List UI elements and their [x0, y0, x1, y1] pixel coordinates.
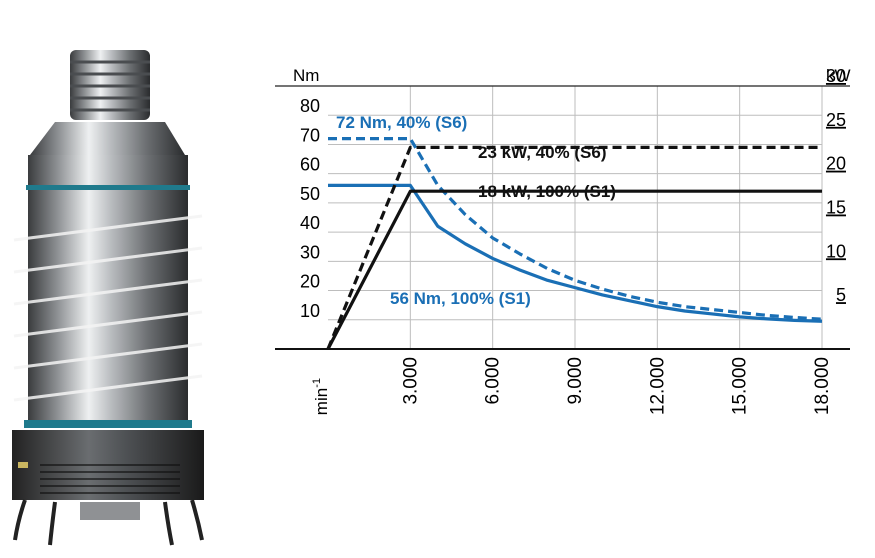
- x-tick-label-2: 9.000: [565, 357, 586, 405]
- y-right-tick-label-5: 30: [826, 66, 846, 86]
- annotation-2: 18 kW, 100% (S1): [478, 182, 616, 201]
- y-left-tick-label-3: 40: [300, 213, 320, 233]
- y-left-tick-label-6: 70: [300, 125, 320, 145]
- chart-series: [326, 137, 823, 350]
- y-axis-left-label: Nm: [293, 66, 319, 85]
- x-tick-label-0: 3.000: [400, 357, 421, 405]
- y-left-tick-label-1: 20: [300, 272, 320, 292]
- y-right-tick-label-4: 25: [826, 110, 846, 130]
- x-tick-label-4: 15.000: [730, 357, 751, 415]
- annotation-0: 72 Nm, 40% (S6): [336, 113, 467, 132]
- chart-annotations: 72 Nm, 40% (S6) 23 kW, 40% (S6) 18 kW, 100…: [336, 113, 616, 308]
- x-axis-label-superscript: -1: [311, 378, 323, 388]
- series-line-2: [326, 145, 822, 350]
- chart-grid: [328, 86, 823, 349]
- y-left-tick-label-7: 80: [300, 96, 320, 116]
- y-right-tick-label-1: 10: [826, 241, 846, 261]
- series-line-1: [328, 183, 823, 323]
- y-left-tick-label-5: 60: [300, 155, 320, 175]
- annotation-1: 23 kW, 40% (S6): [478, 143, 607, 162]
- x-tick-label-1: 6.000: [483, 357, 504, 405]
- y-left-tick-label-2: 30: [300, 242, 320, 262]
- chart-axes: [275, 85, 850, 350]
- y-left-tick-label-0: 10: [300, 301, 320, 321]
- motor-spindle-photo: [12, 50, 204, 546]
- x-tick-label-3: 12.000: [647, 357, 668, 415]
- y-right-tick-label-3: 20: [826, 154, 846, 174]
- svg-text:min-1: min-1: [311, 378, 331, 415]
- series-line-0: [328, 137, 823, 321]
- series-line-3: [326, 189, 822, 350]
- y-right-tick-label-0: 5: [836, 285, 846, 305]
- annotation-3: 56 Nm, 100% (S1): [390, 289, 531, 308]
- x-axis-label: min-1: [311, 378, 331, 415]
- y-axis-right-label: kW: [826, 66, 851, 85]
- x-tick-label-5: 18.000: [812, 357, 833, 415]
- chart-ticks: 3.000 6.000 9.000 12.000 15.000 18.000 10 20 30 4…: [300, 66, 846, 415]
- y-left-tick-label-4: 50: [300, 184, 320, 204]
- y-right-tick-label-2: 15: [826, 198, 846, 218]
- x-axis-label-text: min: [312, 388, 331, 415]
